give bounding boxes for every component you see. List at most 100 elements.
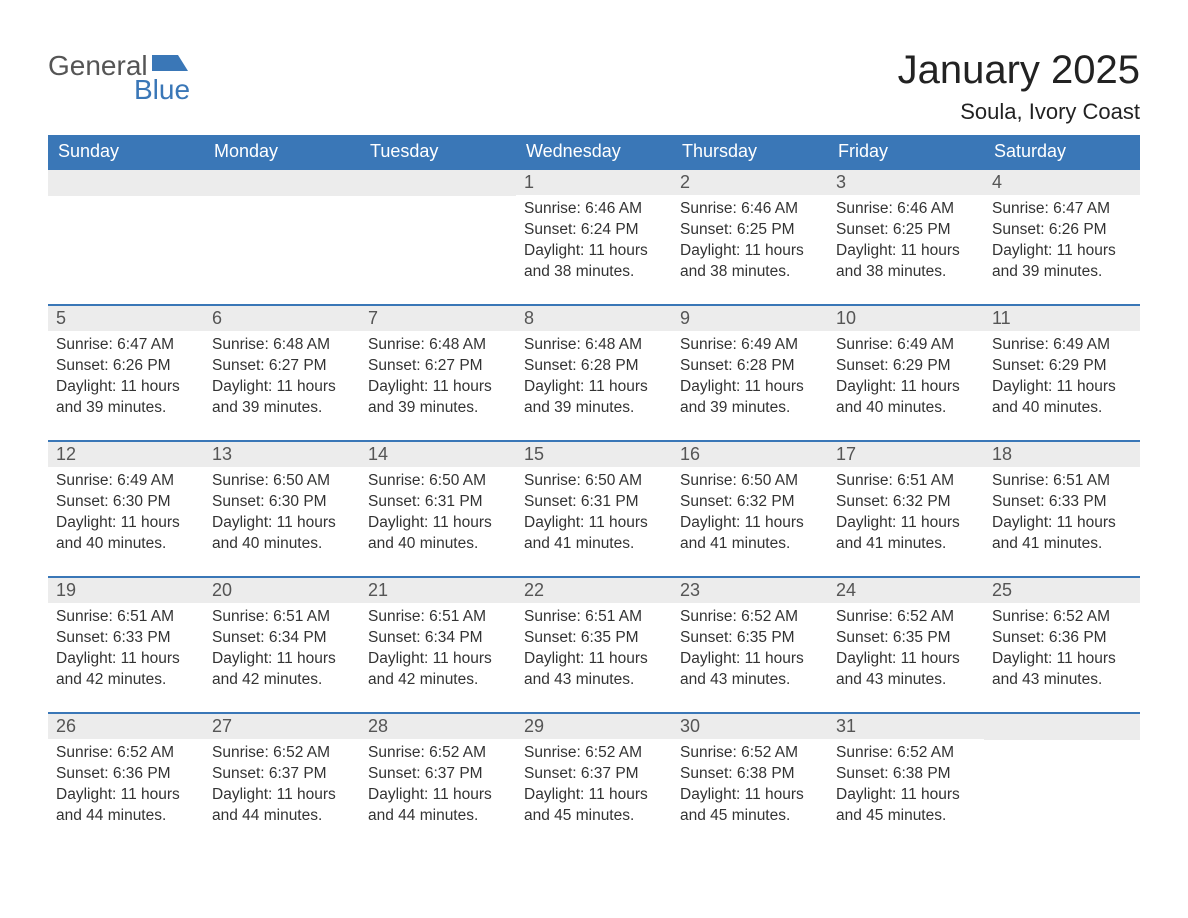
calendar-day-cell [984,713,1140,849]
sunset-text: Sunset: 6:24 PM [524,220,664,241]
daylight-text: Daylight: 11 hours and 41 minutes. [992,513,1132,555]
day-number: 7 [360,306,516,331]
calendar-week-row: 26Sunrise: 6:52 AMSunset: 6:36 PMDayligh… [48,713,1140,849]
sunset-text: Sunset: 6:33 PM [992,492,1132,513]
day-number: 5 [48,306,204,331]
day-content: Sunrise: 6:51 AMSunset: 6:33 PMDaylight:… [48,603,204,699]
daylight-text: Daylight: 11 hours and 38 minutes. [836,241,976,283]
calendar-day-cell: 23Sunrise: 6:52 AMSunset: 6:35 PMDayligh… [672,577,828,713]
empty-daynum [360,170,516,196]
day-content: Sunrise: 6:51 AMSunset: 6:34 PMDaylight:… [204,603,360,699]
sunset-text: Sunset: 6:34 PM [368,628,508,649]
calendar-day-cell: 9Sunrise: 6:49 AMSunset: 6:28 PMDaylight… [672,305,828,441]
calendar-day-cell: 3Sunrise: 6:46 AMSunset: 6:25 PMDaylight… [828,169,984,305]
sunset-text: Sunset: 6:37 PM [212,764,352,785]
daylight-text: Daylight: 11 hours and 43 minutes. [524,649,664,691]
daylight-text: Daylight: 11 hours and 39 minutes. [524,377,664,419]
day-number: 1 [516,170,672,195]
sunset-text: Sunset: 6:25 PM [680,220,820,241]
day-content: Sunrise: 6:47 AMSunset: 6:26 PMDaylight:… [984,195,1140,291]
calendar-day-cell: 1Sunrise: 6:46 AMSunset: 6:24 PMDaylight… [516,169,672,305]
calendar-day-cell [360,169,516,305]
weekday-header: Thursday [672,135,828,169]
calendar-day-cell: 16Sunrise: 6:50 AMSunset: 6:32 PMDayligh… [672,441,828,577]
sunrise-text: Sunrise: 6:51 AM [836,471,976,492]
sunset-text: Sunset: 6:33 PM [56,628,196,649]
calendar-day-cell [204,169,360,305]
calendar-day-cell: 12Sunrise: 6:49 AMSunset: 6:30 PMDayligh… [48,441,204,577]
sunrise-text: Sunrise: 6:48 AM [212,335,352,356]
day-content: Sunrise: 6:50 AMSunset: 6:31 PMDaylight:… [360,467,516,563]
sunrise-text: Sunrise: 6:47 AM [992,199,1132,220]
sunrise-text: Sunrise: 6:52 AM [836,743,976,764]
day-content: Sunrise: 6:52 AMSunset: 6:37 PMDaylight:… [516,739,672,835]
sunrise-text: Sunrise: 6:46 AM [524,199,664,220]
calendar-day-cell: 26Sunrise: 6:52 AMSunset: 6:36 PMDayligh… [48,713,204,849]
sunset-text: Sunset: 6:35 PM [836,628,976,649]
day-number: 30 [672,714,828,739]
flag-icon [152,48,188,76]
daylight-text: Daylight: 11 hours and 44 minutes. [56,785,196,827]
daylight-text: Daylight: 11 hours and 39 minutes. [368,377,508,419]
day-number: 4 [984,170,1140,195]
daylight-text: Daylight: 11 hours and 41 minutes. [524,513,664,555]
day-number: 24 [828,578,984,603]
calendar-day-cell: 20Sunrise: 6:51 AMSunset: 6:34 PMDayligh… [204,577,360,713]
day-number: 6 [204,306,360,331]
sunset-text: Sunset: 6:26 PM [992,220,1132,241]
calendar-day-cell: 24 Sunrise: 6:52 AMSunset: 6:35 PMDayligh… [828,577,984,713]
day-number: 3 [828,170,984,195]
sunset-text: Sunset: 6:31 PM [524,492,664,513]
brand-word-1: General [48,52,148,80]
day-number: 22 [516,578,672,603]
daylight-text: Daylight: 11 hours and 38 minutes. [680,241,820,283]
calendar-week-row: 1 Sunrise: 6:46 AMSunset: 6:24 PM Daylight… [48,169,1140,305]
daylight-text: Daylight: 11 hours and 43 minutes. [836,649,976,691]
day-content: Sunrise: 6:48 AMSunset: 6:27 PMDaylight:… [204,331,360,427]
sunrise-text: Sunrise: 6:52 AM [524,743,664,764]
weekday-header: Monday [204,135,360,169]
day-content: Sunrise: 6:50 AMSunset: 6:31 PMDaylight:… [516,467,672,563]
daylight-text: Daylight: 11 hours and 42 minutes. [212,649,352,691]
day-number: 28 [360,714,516,739]
day-content: Sunrise: 6:50 AMSunset: 6:32 PMDaylight:… [672,467,828,563]
weekday-header: Sunday [48,135,204,169]
sunrise-text: Sunrise: 6:52 AM [836,607,976,628]
calendar-day-cell [48,169,204,305]
day-content: Sunrise: 6:50 AMSunset: 6:30 PMDaylight:… [204,467,360,563]
sunset-text: Sunset: 6:32 PM [680,492,820,513]
sunset-text: Sunset: 6:34 PM [212,628,352,649]
day-content: Sunrise: 6:49 AMSunset: 6:28 PMDaylight:… [672,331,828,427]
day-number: 19 [48,578,204,603]
calendar-day-cell: 10Sunrise: 6:49 AMSunset: 6:29 PMDayligh… [828,305,984,441]
calendar-day-cell: 15Sunrise: 6:50 AMSunset: 6:31 PMDayligh… [516,441,672,577]
day-content: Sunrise: 6:51 AMSunset: 6:33 PMDaylight:… [984,467,1140,563]
day-content: Sunrise: 6:52 AMSunset: 6:35 PMDaylight:… [672,603,828,699]
sunset-text: Sunset: 6:37 PM [368,764,508,785]
calendar-day-cell: 21Sunrise: 6:51 AMSunset: 6:34 PMDayligh… [360,577,516,713]
daylight-text: Daylight: 11 hours and 44 minutes. [212,785,352,827]
sunrise-text: Sunrise: 6:52 AM [680,607,820,628]
calendar-day-cell: 14Sunrise: 6:50 AMSunset: 6:31 PMDayligh… [360,441,516,577]
empty-daynum [204,170,360,196]
day-content: Sunrise: 6:46 AMSunset: 6:25 PMDaylight:… [672,195,828,291]
weekday-header: Tuesday [360,135,516,169]
sunset-text: Sunset: 6:27 PM [368,356,508,377]
sunrise-text: Sunrise: 6:48 AM [368,335,508,356]
sunrise-text: Sunrise: 6:51 AM [56,607,196,628]
calendar-day-cell: 11Sunrise: 6:49 AMSunset: 6:29 PMDayligh… [984,305,1140,441]
sunrise-text: Sunrise: 6:47 AM [56,335,196,356]
daylight-text: Daylight: 11 hours and 42 minutes. [56,649,196,691]
sunrise-text: Sunrise: 6:52 AM [56,743,196,764]
sunset-text: Sunset: 6:30 PM [56,492,196,513]
day-number: 13 [204,442,360,467]
day-number: 29 [516,714,672,739]
day-number: 26 [48,714,204,739]
day-content: Sunrise: 6:52 AMSunset: 6:36 PMDaylight:… [48,739,204,835]
sunrise-text: Sunrise: 6:49 AM [680,335,820,356]
daylight-text: Daylight: 11 hours and 45 minutes. [680,785,820,827]
calendar-day-cell: 31Sunrise: 6:52 AMSunset: 6:38 PMDayligh… [828,713,984,849]
calendar-day-cell: 22Sunrise: 6:51 AMSunset: 6:35 PMDayligh… [516,577,672,713]
daylight-text: Daylight: 11 hours and 44 minutes. [368,785,508,827]
sunrise-text: Sunrise: 6:51 AM [992,471,1132,492]
